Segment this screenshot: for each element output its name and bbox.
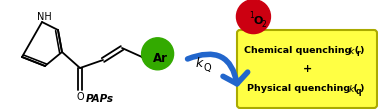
Text: Q: Q (203, 63, 211, 73)
Circle shape (142, 38, 174, 70)
Circle shape (237, 0, 270, 34)
Text: NH: NH (37, 12, 51, 22)
Text: $k$: $k$ (348, 83, 356, 94)
FancyBboxPatch shape (237, 30, 377, 108)
Text: $k$: $k$ (195, 56, 205, 70)
Text: 2: 2 (262, 20, 266, 28)
Text: Physical quenching (: Physical quenching ( (246, 83, 358, 93)
Text: O: O (76, 92, 84, 102)
Circle shape (146, 42, 170, 66)
Text: Chemical quenching (: Chemical quenching ( (245, 45, 359, 54)
Text: ): ) (359, 45, 364, 54)
Text: O: O (253, 16, 263, 26)
Text: $k$: $k$ (348, 44, 356, 55)
Text: 1: 1 (249, 12, 254, 20)
Circle shape (248, 12, 259, 22)
Text: PAPs: PAPs (86, 94, 114, 104)
Circle shape (245, 8, 262, 25)
Text: ): ) (359, 83, 364, 93)
Text: Ar: Ar (152, 51, 167, 65)
Circle shape (150, 47, 165, 61)
Circle shape (241, 4, 266, 29)
Circle shape (153, 50, 162, 58)
FancyArrowPatch shape (187, 54, 248, 84)
Text: q: q (356, 87, 361, 95)
Text: +: + (302, 64, 311, 74)
Text: r: r (356, 49, 360, 58)
